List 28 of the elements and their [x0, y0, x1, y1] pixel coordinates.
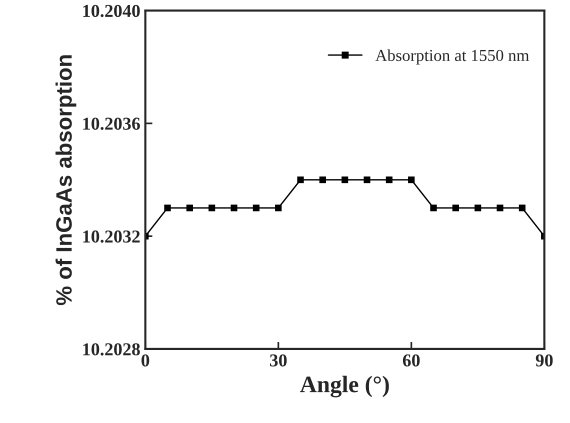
x-tick-label: 60 — [402, 354, 420, 367]
point — [496, 204, 504, 212]
y-axis-title: % of InGaAs absorption — [56, 55, 76, 306]
point — [474, 204, 482, 212]
x-axis-title: Angle (°) — [300, 376, 389, 398]
point — [164, 204, 171, 212]
point — [342, 176, 348, 184]
point — [208, 204, 216, 212]
x-tick-label: 0 — [142, 354, 150, 367]
point — [430, 204, 437, 212]
x-tick-label: 30 — [270, 354, 287, 367]
point — [230, 204, 238, 212]
point — [518, 204, 526, 212]
x-tick-label: 90 — [536, 354, 553, 367]
point — [186, 204, 193, 212]
point — [297, 176, 304, 184]
y-tick-label: 10.2028 — [83, 343, 140, 356]
point — [275, 204, 282, 212]
legend-label: Absorption at 1550 nm — [375, 49, 530, 64]
y-tick-label: 10.2040 — [83, 4, 140, 18]
point — [319, 176, 326, 184]
point — [252, 204, 260, 212]
y-tick-label: 10.2032 — [83, 230, 140, 243]
point — [408, 176, 415, 184]
point — [452, 204, 459, 212]
point — [386, 176, 392, 184]
y-tick-label: 10.2036 — [83, 118, 140, 130]
point — [364, 176, 370, 184]
